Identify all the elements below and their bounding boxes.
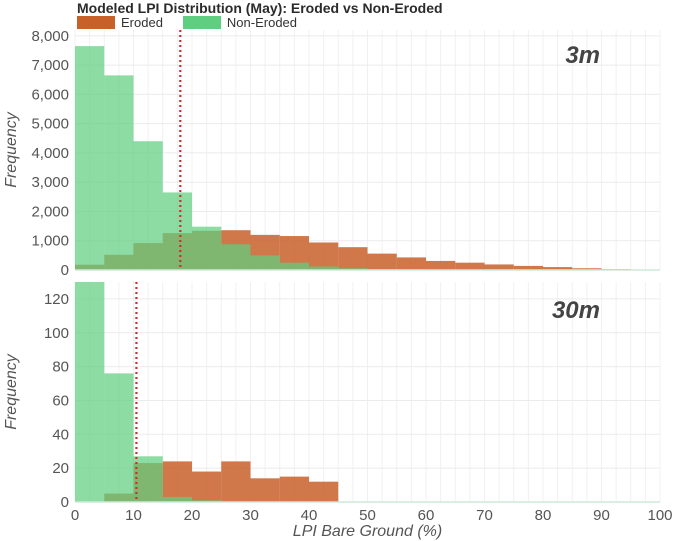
x-tick-label: 40 xyxy=(301,507,318,524)
x-tick-label: 50 xyxy=(359,507,376,524)
y-tick-label-30m: 0 xyxy=(61,494,69,511)
x-tick-label: 80 xyxy=(535,507,552,524)
bar-non-eroded-3m xyxy=(192,226,222,270)
bar-eroded-3m xyxy=(338,247,368,270)
legend-entry-eroded[interactable]: Eroded xyxy=(77,15,163,30)
y-tick-label-3m: 8,000 xyxy=(31,28,69,45)
bar-non-eroded-3m xyxy=(221,244,251,270)
bar-eroded-3m xyxy=(455,262,485,270)
bar-eroded-3m xyxy=(543,267,573,270)
bar-non-eroded-3m xyxy=(104,75,134,271)
legend-label-non-eroded: Non-Eroded xyxy=(226,15,298,30)
bar-non-eroded-30m xyxy=(75,282,105,502)
y-tick-label-3m: 5,000 xyxy=(31,116,69,133)
bar-non-eroded-3m xyxy=(250,255,280,270)
bar-non-eroded-3m xyxy=(279,262,309,270)
y-tick-label-3m: 1,000 xyxy=(31,233,69,250)
bar-eroded-3m xyxy=(484,264,514,270)
y-tick-label-3m: 6,000 xyxy=(31,86,69,103)
y-tick-label-30m: 20 xyxy=(52,460,69,477)
y-tick-label-30m: 120 xyxy=(44,291,69,308)
bar-eroded-3m xyxy=(426,260,456,270)
y-tick-label-30m: 100 xyxy=(44,325,69,342)
bar-non-eroded-3m xyxy=(162,192,192,270)
bar-eroded-3m xyxy=(367,253,397,270)
bar-eroded-3m xyxy=(396,257,426,270)
x-tick-label: 100 xyxy=(647,507,672,524)
bar-non-eroded-3m xyxy=(75,46,105,270)
x-tick-label: 90 xyxy=(593,507,610,524)
x-tick-label: 70 xyxy=(476,507,493,524)
bar-non-eroded-30m xyxy=(192,500,222,502)
bar-eroded-30m xyxy=(162,461,192,502)
panel-label-3m: 3m xyxy=(565,42,600,69)
bar-non-eroded-30m xyxy=(162,496,192,502)
bar-non-eroded-3m xyxy=(309,266,339,270)
x-tick-label: 60 xyxy=(418,507,435,524)
chart-title: Modeled LPI Distribution (May): Eroded v… xyxy=(77,0,443,16)
bar-non-eroded-3m xyxy=(338,268,368,270)
bar-non-eroded-30m xyxy=(133,456,163,502)
bar-eroded-30m xyxy=(221,461,251,502)
bar-eroded-30m xyxy=(279,476,309,502)
x-tick-label: 30 xyxy=(242,507,259,524)
bar-non-eroded-3m xyxy=(133,141,163,270)
x-axis-title: LPI Bare Ground (%) xyxy=(293,523,442,540)
y-tick-label-3m: 4,000 xyxy=(31,145,69,162)
legend: Eroded Non-Eroded xyxy=(77,15,317,30)
bar-eroded-30m xyxy=(192,471,222,502)
bar-eroded-3m xyxy=(309,242,339,270)
legend-swatch-eroded xyxy=(77,16,115,29)
y-tick-label-3m: 0 xyxy=(61,262,69,279)
legend-swatch-non-eroded xyxy=(182,16,221,29)
legend-entry-non-eroded[interactable]: Non-Eroded xyxy=(182,15,298,30)
y-tick-label-30m: 40 xyxy=(52,426,69,443)
bar-eroded-3m xyxy=(572,268,602,270)
y-tick-label-3m: 7,000 xyxy=(31,57,69,74)
y-tick-label-30m: 60 xyxy=(52,392,69,409)
y-axis-title-30m: Frequency xyxy=(3,353,20,430)
y-tick-label-3m: 2,000 xyxy=(31,203,69,220)
x-tick-label: 10 xyxy=(125,507,142,524)
bar-non-eroded-30m xyxy=(104,373,134,502)
y-axis-title-3m: Frequency xyxy=(3,111,20,188)
legend-label-eroded: Eroded xyxy=(121,15,163,30)
y-tick-label-30m: 80 xyxy=(52,359,69,376)
y-tick-label-3m: 3,000 xyxy=(31,174,69,191)
x-tick-label: 20 xyxy=(184,507,201,524)
x-tick-label: 0 xyxy=(71,507,79,524)
panel-label-30m: 30m xyxy=(552,297,600,324)
bar-eroded-30m xyxy=(250,478,280,502)
bar-eroded-30m xyxy=(309,481,339,502)
bar-eroded-3m xyxy=(513,265,543,270)
